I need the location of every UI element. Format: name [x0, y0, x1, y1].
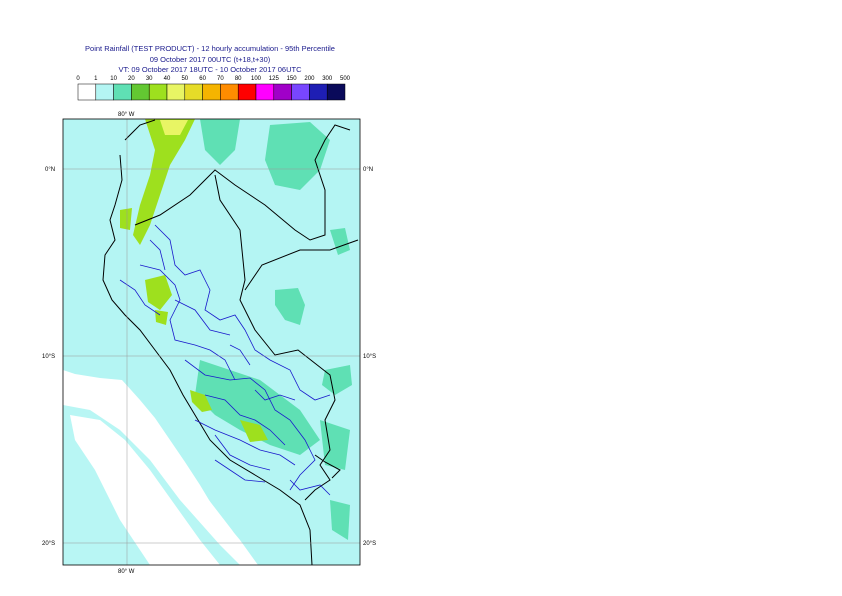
lon-label-bottom: 80° W [118, 569, 135, 575]
legend-label: 20 [128, 76, 135, 82]
very-heavy-rain-area [160, 120, 188, 135]
legend-label: 50 [181, 76, 188, 82]
legend-label: 0 [76, 76, 80, 82]
legend-label: 150 [287, 76, 298, 82]
legend-label: 40 [164, 76, 171, 82]
legend-label: 300 [322, 76, 333, 82]
lat-label-0-right: 0°N [363, 167, 373, 173]
lat-label-10-left: 10°S [42, 354, 55, 360]
lat-label-10-right: 10°S [363, 354, 376, 360]
legend-label: 10 [110, 76, 117, 82]
legend-label: 1 [94, 76, 98, 82]
legend-label: 30 [146, 76, 153, 82]
graticule [63, 119, 360, 565]
region-boundaries [119, 224, 331, 496]
valid-time: VT: 09 October 2017 18UTC - 10 October 2… [118, 65, 302, 74]
light-rain-area [63, 119, 360, 565]
lat-label-20-right: 20°S [363, 541, 376, 547]
dry-sea-area [63, 380, 255, 565]
coastline-and-borders [102, 119, 359, 565]
legend-label: 70 [217, 76, 224, 82]
moderate-rain-area [195, 119, 352, 540]
map-title: Point Rainfall (TEST PRODUCT) - 12 hourl… [85, 44, 335, 53]
legend-label: 60 [199, 76, 206, 82]
legend-swatch [326, 83, 346, 101]
color-legend: 0 1 10 20 30 40 50 60 70 80 100 125 150 200 300 500 [76, 76, 351, 101]
lon-label-top: 80° W [118, 112, 135, 118]
legend-label: 200 [304, 76, 315, 82]
legend-label: 125 [269, 76, 280, 82]
base-time: 09 October 2017 00UTC (t+18,t+30) [149, 55, 271, 64]
lat-label-0-left: 0°N [45, 167, 55, 173]
legend-label: 80 [235, 76, 242, 82]
lat-label-20-left: 20°S [42, 541, 55, 547]
legend-label: 100 [251, 76, 262, 82]
heavy-rain-area [120, 119, 268, 442]
legend-label: 500 [340, 76, 351, 82]
map-frame [62, 118, 361, 566]
